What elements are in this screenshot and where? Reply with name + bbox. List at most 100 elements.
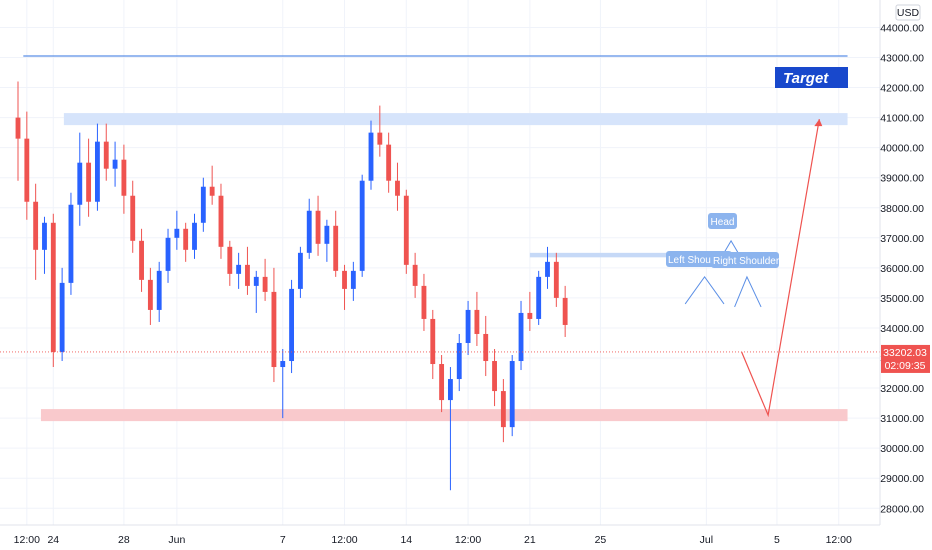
candle-body bbox=[368, 132, 374, 181]
candle-body bbox=[536, 276, 542, 319]
time-axis[interactable]: 12:00 24 28 Jun 7 12:00 14 12:00 21 25 Jul 5 12:00 bbox=[14, 534, 852, 546]
shoulder-pattern-arc bbox=[684, 276, 725, 305]
candle-body bbox=[183, 228, 189, 250]
neckline-zone bbox=[529, 252, 739, 258]
candle-body bbox=[492, 361, 497, 392]
candle-body bbox=[253, 276, 259, 286]
target-annotation: Target bbox=[775, 67, 848, 88]
time-tick-label: 14 bbox=[400, 534, 412, 546]
candle-body bbox=[412, 264, 418, 286]
candle-body bbox=[121, 159, 127, 196]
candle-body bbox=[103, 141, 109, 169]
candle-body bbox=[192, 222, 197, 250]
candle-body bbox=[209, 186, 215, 196]
target-label: Target bbox=[783, 70, 829, 87]
time-tick-label: 25 bbox=[595, 534, 607, 546]
time-tick-label: 24 bbox=[47, 534, 59, 546]
last-price-box bbox=[881, 344, 930, 373]
time-tick-label: Jul bbox=[700, 534, 713, 546]
time-tick-label: 7 bbox=[280, 534, 286, 546]
candle-body bbox=[147, 279, 153, 310]
candle-body bbox=[297, 252, 303, 289]
candle-body bbox=[86, 162, 92, 202]
price-tick-label: 30000.00 bbox=[880, 443, 924, 455]
time-tick-label: 5 bbox=[774, 534, 780, 546]
candle-body bbox=[262, 276, 268, 292]
candle-body bbox=[139, 240, 144, 280]
candle-body bbox=[245, 264, 250, 286]
last-price-marker: 33202.03 02:09:35 bbox=[881, 344, 930, 373]
candle-body bbox=[50, 222, 56, 352]
projection-path bbox=[741, 119, 820, 418]
candle-body bbox=[156, 270, 162, 310]
candle-body bbox=[483, 333, 489, 362]
price-tick-label: 35000.00 bbox=[880, 293, 924, 305]
last-price-value: 33202.03 bbox=[883, 347, 927, 359]
price-tick-label: 34000.00 bbox=[880, 323, 924, 335]
price-tick-label: 39000.00 bbox=[880, 173, 924, 185]
price-tick-label: 29000.00 bbox=[880, 473, 924, 485]
head-label-box bbox=[708, 213, 737, 229]
candle-body bbox=[545, 261, 550, 277]
candle-body bbox=[562, 297, 568, 325]
candle-body bbox=[386, 144, 392, 181]
price-tick-label: 42000.00 bbox=[880, 83, 924, 95]
candle-body bbox=[342, 270, 347, 289]
candle-body bbox=[59, 282, 65, 352]
price-tick-label: 28000.00 bbox=[880, 503, 924, 515]
shoulder-pattern-arc bbox=[734, 275, 762, 308]
candle-body bbox=[218, 195, 224, 247]
candle-body bbox=[280, 361, 286, 368]
resistance-zone bbox=[63, 113, 848, 126]
candle-body bbox=[24, 138, 30, 202]
time-tick-label: Jun bbox=[168, 534, 185, 546]
candle-body bbox=[527, 312, 533, 319]
candle-body bbox=[289, 288, 295, 362]
head-label: Head bbox=[711, 217, 735, 228]
candle-body bbox=[315, 210, 321, 244]
right-shoulder-label-box bbox=[711, 252, 779, 268]
time-tick-label: 28 bbox=[118, 534, 130, 546]
price-tick-label: 41000.00 bbox=[880, 113, 924, 125]
time-tick-label: 12:00 bbox=[455, 534, 481, 546]
left-shoulder-label: Left Shoulder bbox=[668, 255, 728, 266]
price-tick-label: 37000.00 bbox=[880, 233, 924, 245]
candle-body bbox=[553, 261, 559, 298]
price-tick-label: 38000.00 bbox=[880, 203, 924, 215]
candle-body bbox=[447, 379, 453, 401]
head-annotation: Head bbox=[708, 213, 737, 229]
candle-body bbox=[324, 225, 330, 244]
right-shoulder-label: Right Shoulder bbox=[713, 256, 780, 267]
time-tick-label: 12:00 bbox=[14, 534, 40, 546]
candle-body bbox=[42, 222, 47, 250]
candle-body bbox=[421, 285, 427, 319]
candle-body bbox=[68, 204, 74, 283]
target-box bbox=[775, 67, 848, 88]
candle-body bbox=[227, 246, 233, 274]
candle-body bbox=[174, 228, 180, 238]
projection-arrowhead bbox=[814, 119, 823, 127]
last-price-countdown: 02:09:35 bbox=[885, 360, 926, 372]
price-tick-label: 43000.00 bbox=[880, 53, 924, 65]
candle-body bbox=[130, 195, 136, 241]
candle-body bbox=[359, 180, 365, 271]
candle-body bbox=[474, 309, 480, 334]
grid-lines bbox=[0, 0, 880, 525]
price-tick-label: 32000.00 bbox=[880, 383, 924, 395]
candle-body bbox=[15, 117, 21, 139]
candle-body bbox=[509, 361, 515, 428]
price-tick-label: 40000.00 bbox=[880, 143, 924, 155]
candle-body bbox=[306, 210, 312, 253]
candle-body bbox=[333, 225, 339, 271]
candle-body bbox=[112, 159, 118, 169]
candle-body bbox=[439, 364, 445, 401]
candle-body bbox=[165, 237, 171, 271]
price-tick-label: 31000.00 bbox=[880, 413, 924, 425]
zone-annotations bbox=[23, 55, 848, 422]
candle-body bbox=[456, 342, 462, 380]
candle-body bbox=[200, 186, 206, 223]
time-tick-label: 21 bbox=[524, 534, 536, 546]
currency-label: USD bbox=[897, 7, 920, 19]
candle-body bbox=[350, 270, 356, 289]
